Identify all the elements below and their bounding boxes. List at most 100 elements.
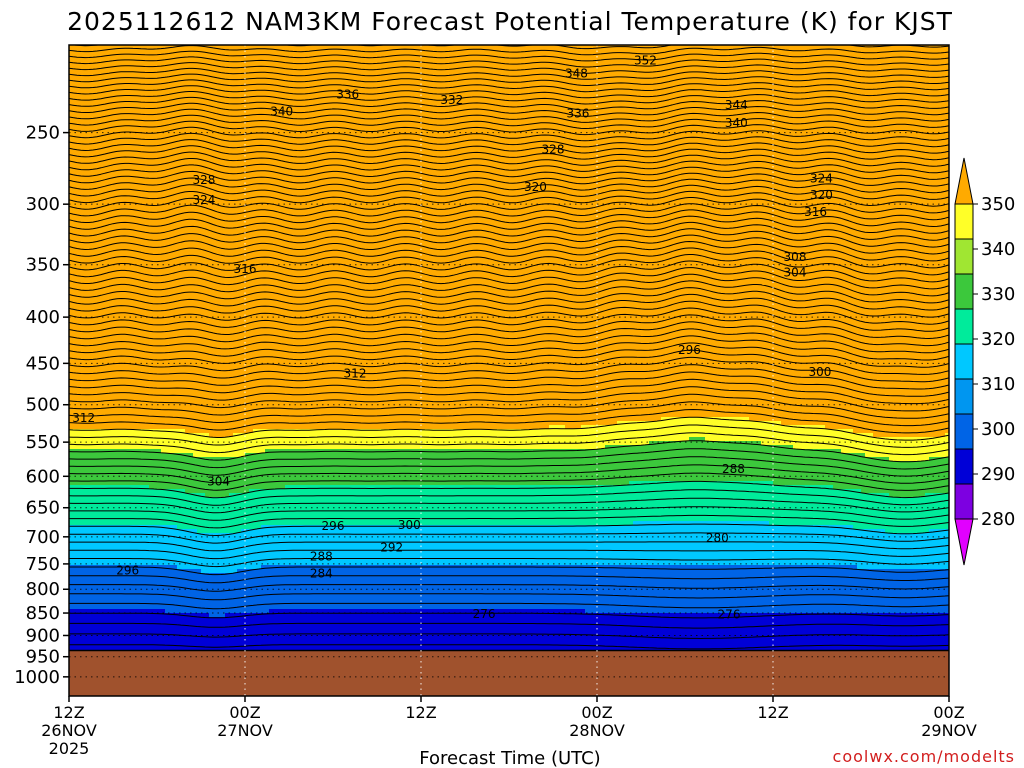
theta-fill-cell [825, 425, 949, 430]
theta-fill-cell [69, 645, 949, 650]
theta-contour-line [69, 622, 949, 629]
theta-fill-cell [793, 445, 949, 450]
theta-fill-cell [69, 429, 186, 434]
contour-label: 312 [344, 367, 367, 381]
theta-fill-cell [69, 337, 949, 342]
theta-fill-cell [69, 421, 618, 426]
theta-fill-cell [69, 353, 949, 358]
theta-fill-cell [885, 529, 930, 534]
theta-fill-cell [549, 425, 566, 430]
y-tick-label: 1000 [14, 667, 60, 688]
theta-fill-cell [69, 317, 949, 322]
theta-contour-line [69, 602, 949, 610]
theta-fill-cell [69, 229, 949, 234]
theta-fill-cell [69, 293, 949, 298]
theta-fill-cell [69, 461, 949, 466]
theta-fill-cell [69, 145, 949, 150]
x-tick-label: 00Z [581, 703, 612, 722]
theta-contour-line [69, 164, 949, 180]
theta-fill-cell [69, 397, 949, 402]
theta-fill-cell [69, 513, 949, 518]
theta-fill-cell [69, 553, 949, 558]
theta-contour-line [69, 158, 949, 174]
theta-fill-cell [69, 277, 949, 282]
theta-fill-cell [69, 441, 650, 446]
contour-label: 308 [784, 250, 807, 264]
theta-fill-cell [237, 569, 949, 574]
ground-fill [69, 650, 949, 696]
y-tick-label: 400 [26, 307, 60, 328]
theta-fill-cell [69, 629, 949, 634]
contour-label: 284 [310, 567, 333, 581]
theta-contour-line [69, 549, 949, 560]
theta-fill-cell [69, 113, 949, 118]
theta-fill-cell [749, 417, 949, 422]
theta-fill-cell [861, 489, 949, 494]
theta-fill-cell [69, 589, 949, 594]
theta-fill-cell [69, 625, 949, 630]
theta-fill-cell [69, 141, 949, 146]
theta-fill-cell [69, 297, 949, 302]
theta-fill-cell [69, 561, 949, 566]
theta-contour-line [69, 335, 949, 361]
theta-fill-cell [69, 417, 662, 422]
y-tick-label: 650 [26, 498, 60, 519]
contour-label: 300 [398, 518, 421, 532]
theta-fill-cell [605, 445, 794, 450]
theta-fill-cell [853, 429, 949, 434]
theta-contour-line [69, 558, 949, 568]
colorbar-segment [954, 483, 974, 520]
theta-fill-cell [69, 545, 949, 550]
y-tick-label: 750 [26, 554, 60, 575]
theta-contour-line [69, 132, 949, 148]
colorbar-segment [954, 378, 974, 415]
colorbar: 280 290 300 310 320 330 340 350 [954, 157, 1015, 566]
colorbar-label: 330 [981, 284, 1015, 305]
theta-contour-line [69, 190, 949, 207]
y-tick-label: 300 [26, 194, 60, 215]
contour-label: 312 [72, 411, 95, 425]
theta-fill-cell [69, 109, 949, 114]
contour-label: 280 [706, 531, 729, 545]
theta-fill-cell [69, 437, 690, 442]
theta-contour-line [69, 314, 949, 339]
theta-fill-cell [69, 85, 949, 90]
theta-fill-cell [69, 197, 949, 202]
theta-fill-cell [197, 529, 242, 534]
theta-fill-cell [69, 581, 949, 586]
theta-contour-line [69, 177, 949, 194]
y-tick-label: 700 [26, 527, 60, 548]
contour-label: 332 [440, 93, 463, 107]
theta-contour-line [69, 247, 949, 269]
colorbar-label: 290 [981, 464, 1015, 485]
theta-fill-cell [69, 213, 949, 218]
theta-fill-cell [69, 373, 949, 378]
theta-fill-cell [69, 169, 949, 174]
y-tick-label: 250 [26, 123, 60, 144]
y-tick-label: 800 [26, 579, 60, 600]
theta-contour-line [69, 215, 949, 234]
theta-contour-line [69, 440, 949, 463]
theta-fill-cell [69, 341, 949, 346]
theta-fill-cell [69, 481, 630, 486]
theta-fill-cell [69, 493, 206, 498]
colorbar-label: 300 [981, 419, 1015, 440]
theta-fill-cell [69, 377, 949, 382]
theta-fill-cell [69, 61, 949, 66]
theta-fill-cell [69, 69, 949, 74]
theta-contour-line [69, 139, 949, 154]
theta-fill-cell [853, 525, 949, 530]
theta-fill-cell [69, 133, 949, 138]
theta-fill-cell [69, 81, 949, 86]
theta-contour-line [69, 514, 949, 529]
theta-contour-line [69, 541, 949, 552]
theta-contour-line [69, 293, 949, 318]
theta-fill-cell [269, 609, 586, 614]
theta-fill-cell [69, 433, 210, 438]
contour-label: 288 [310, 550, 333, 564]
theta-fill-cell [185, 429, 254, 434]
colorbar-label: 320 [981, 329, 1015, 350]
colorbar-extend-high [954, 157, 974, 205]
theta-contour-line [69, 56, 949, 68]
y-tick-label: 600 [26, 466, 60, 487]
